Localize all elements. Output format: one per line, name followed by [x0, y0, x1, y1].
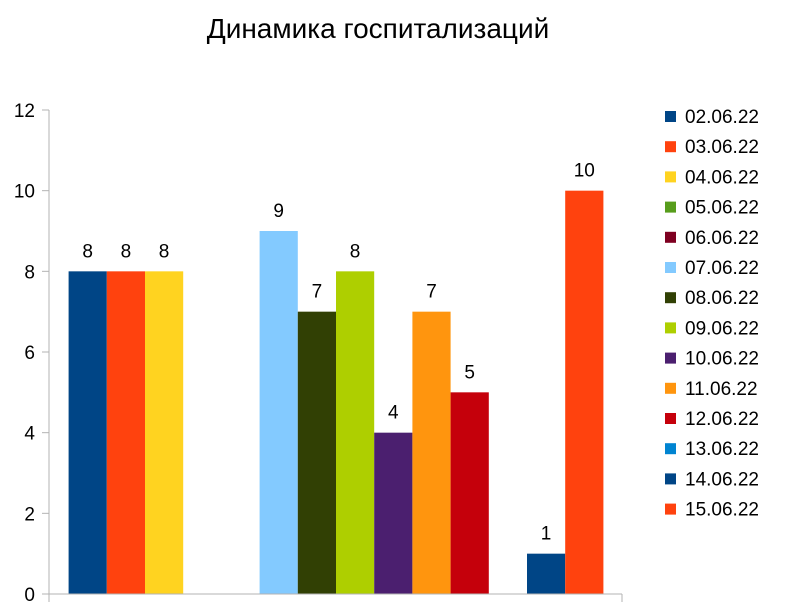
bar-07.06.22: [259, 231, 298, 594]
bar-10.06.22: [374, 432, 413, 594]
data-label-08.06.22: 7: [312, 282, 323, 303]
legend-swatch-07.06.22: [665, 262, 676, 273]
data-label-09.06.22: 8: [350, 241, 361, 262]
bar-03.06.22: [106, 271, 145, 594]
legend-label-06.06.22: 06.06.22: [685, 228, 759, 249]
legend-label-10.06.22: 10.06.22: [685, 349, 759, 370]
legend-swatch-08.06.22: [665, 292, 676, 304]
legend-swatch-02.06.22: [665, 111, 676, 122]
bar-15.06.22: [565, 190, 604, 594]
data-label-12.06.22: 5: [464, 362, 475, 383]
bar-02.06.22: [68, 271, 107, 594]
legend-swatch-09.06.22: [665, 322, 676, 334]
y-axis: 0 2 4 6 8 10 12: [14, 101, 50, 606]
data-label-11.06.22: 7: [426, 282, 437, 303]
data-labels-group: 8 8 8 9 7 8 4 7 5 1 10: [82, 161, 594, 545]
bar-11.06.22: [412, 311, 451, 594]
y-tick-label: 4: [24, 424, 35, 445]
y-tick-label: 6: [24, 343, 35, 364]
data-label-02.06.22: 8: [82, 241, 93, 262]
legend-swatch-05.06.22: [665, 201, 676, 213]
y-tick-label: 10: [14, 182, 35, 203]
data-label-03.06.22: 8: [121, 241, 132, 262]
bars-group: [68, 190, 604, 594]
y-tick-label: 0: [24, 585, 35, 606]
y-tick-label: 12: [14, 101, 35, 122]
bar-12.06.22: [450, 392, 489, 594]
y-tick-label: 2: [24, 504, 35, 525]
data-label-10.06.22: 4: [388, 403, 399, 424]
legend-label-15.06.22: 15.06.22: [685, 500, 759, 521]
data-label-14.06.22: 1: [541, 524, 552, 545]
legend-label-05.06.22: 05.06.22: [685, 198, 759, 219]
legend-swatch-10.06.22: [665, 352, 676, 364]
bar-14.06.22: [527, 553, 566, 594]
legend-swatch-14.06.22: [665, 473, 676, 485]
x-axis: [48, 593, 623, 602]
legend-label-08.06.22: 08.06.22: [685, 288, 759, 309]
chart-title: Динамика госпитализаций: [207, 13, 550, 44]
legend-swatch-11.06.22: [665, 382, 676, 394]
bar-09.06.22: [336, 271, 375, 594]
legend-label-04.06.22: 04.06.22: [685, 167, 759, 188]
legend-label-07.06.22: 07.06.22: [685, 258, 759, 279]
legend-label-03.06.22: 03.06.22: [685, 137, 759, 158]
y-tick-label: 8: [24, 262, 35, 283]
legend: 02.06.22 03.06.22 04.06.22 05.06.22 06.06.22…: [665, 107, 759, 521]
legend-label-14.06.22: 14.06.22: [685, 469, 759, 490]
legend-label-11.06.22: 11.06.22: [685, 379, 758, 400]
data-label-04.06.22: 8: [159, 241, 170, 262]
bar-08.06.22: [297, 311, 336, 594]
legend-swatch-12.06.22: [665, 413, 676, 424]
legend-swatch-15.06.22: [665, 503, 676, 515]
bar-04.06.22: [145, 271, 184, 594]
legend-swatch-03.06.22: [665, 141, 676, 153]
legend-swatch-06.06.22: [665, 231, 676, 243]
legend-label-02.06.22: 02.06.22: [685, 107, 759, 128]
legend-label-09.06.22: 09.06.22: [685, 318, 759, 339]
legend-label-12.06.22: 12.06.22: [685, 409, 759, 430]
legend-swatch-04.06.22: [665, 171, 676, 183]
data-label-07.06.22: 9: [273, 201, 284, 222]
legend-swatch-13.06.22: [665, 443, 676, 455]
legend-label-13.06.22: 13.06.22: [685, 439, 759, 460]
data-label-15.06.22: 10: [574, 161, 595, 182]
